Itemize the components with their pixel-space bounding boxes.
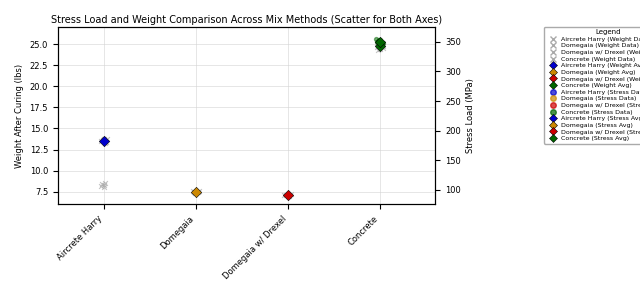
Point	[99, 242, 109, 246]
Point	[193, 241, 203, 245]
Point	[101, 242, 111, 246]
Point	[191, 189, 201, 194]
Point	[283, 242, 293, 247]
Point	[374, 40, 385, 44]
Point	[99, 183, 109, 187]
Point	[190, 241, 200, 245]
Point	[375, 42, 385, 46]
Point	[376, 40, 387, 45]
Point	[98, 138, 108, 143]
Point	[189, 190, 200, 195]
Point	[372, 40, 382, 44]
Point	[377, 41, 387, 45]
Title: Stress Load and Weight Comparison Across Mix Methods (Scatter for Both Axes): Stress Load and Weight Comparison Across…	[51, 15, 442, 25]
Point	[376, 43, 387, 47]
Point	[191, 241, 202, 245]
Y-axis label: Stress Load (MPa): Stress Load (MPa)	[467, 78, 476, 153]
Point	[371, 37, 381, 41]
Point	[279, 193, 289, 197]
Point	[374, 42, 385, 47]
Point	[98, 242, 108, 246]
Point	[102, 137, 113, 142]
Point	[374, 39, 385, 44]
Point	[376, 40, 387, 45]
Point	[99, 242, 109, 246]
Point	[188, 189, 198, 193]
Point	[99, 242, 109, 246]
Point	[375, 37, 385, 42]
Point	[372, 45, 382, 50]
Point	[189, 241, 199, 245]
Point	[99, 185, 109, 189]
Point	[282, 194, 292, 198]
Point	[194, 189, 204, 194]
Point	[99, 139, 109, 143]
Point	[284, 193, 294, 198]
Point	[374, 47, 385, 51]
Point	[283, 193, 293, 197]
Point	[100, 140, 111, 144]
Point	[373, 48, 383, 52]
Point	[95, 139, 106, 143]
Point	[100, 141, 111, 145]
Point	[99, 136, 109, 141]
Point	[284, 243, 294, 247]
Point	[378, 41, 388, 45]
Point	[193, 189, 204, 194]
Point	[372, 40, 383, 45]
Point	[282, 242, 292, 247]
Point	[190, 190, 200, 195]
Point	[97, 182, 108, 187]
Point	[284, 242, 294, 247]
Point	[375, 39, 385, 44]
Point	[286, 192, 296, 197]
Point	[375, 44, 385, 49]
Point	[378, 46, 388, 51]
Point	[378, 43, 388, 48]
Point	[282, 242, 292, 247]
Point	[189, 241, 200, 245]
Point	[191, 241, 201, 245]
Point	[372, 39, 383, 43]
Point	[376, 41, 386, 46]
Point	[281, 193, 291, 197]
Point	[375, 44, 385, 49]
Point	[95, 184, 106, 188]
Legend: Aircrete Harry (Weight Data), Domegaia (Weight Data), Domegaia w/ Drexel (Weight: Aircrete Harry (Weight Data), Domegaia (…	[544, 27, 640, 144]
Point	[98, 242, 108, 246]
Point	[374, 38, 385, 42]
Y-axis label: Weight After Curing (lbs): Weight After Curing (lbs)	[15, 64, 24, 168]
Point	[100, 181, 110, 186]
Point	[282, 242, 292, 247]
